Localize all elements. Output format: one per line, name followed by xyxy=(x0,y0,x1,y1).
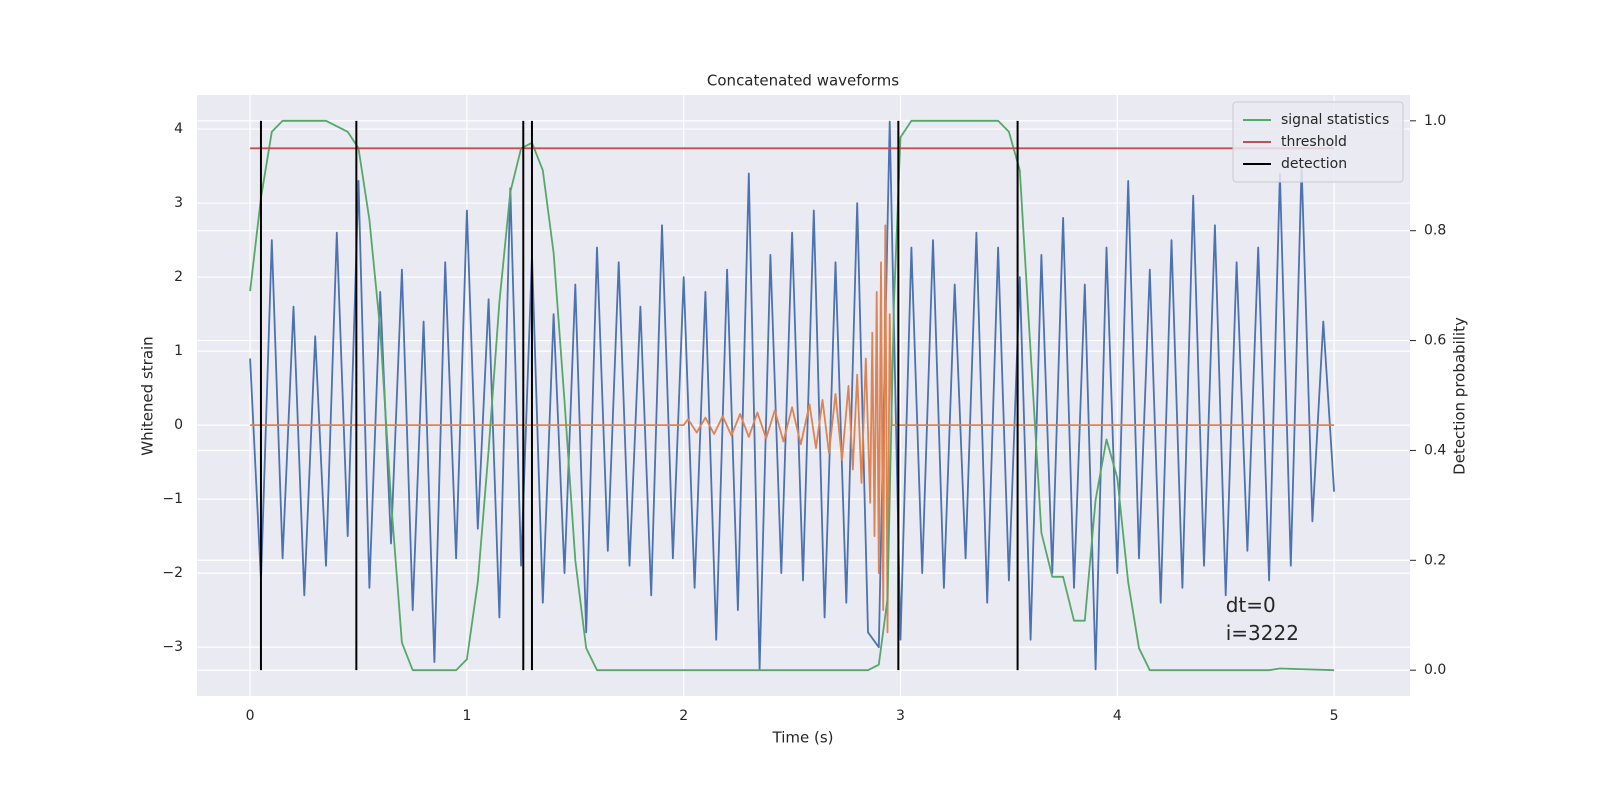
series-line xyxy=(249,120,1335,671)
x-axis-label: Time (s) xyxy=(772,729,834,747)
y2-tick-label: 0.0 xyxy=(1424,662,1446,678)
chart-title: Concatenated waveforms xyxy=(707,72,899,90)
y-tick-label: 0 xyxy=(174,417,183,433)
y-axis-label: Whitened strain xyxy=(139,336,157,455)
y-tick-label: −2 xyxy=(162,565,183,581)
legend-label: detection xyxy=(1281,156,1347,172)
y2-tick-label: 0.6 xyxy=(1424,333,1446,349)
y-tick-label: 4 xyxy=(174,121,183,137)
x-tick-label: 1 xyxy=(462,708,471,724)
y2-tick-label: 0.4 xyxy=(1424,442,1446,458)
y-tick-label: 2 xyxy=(174,269,183,285)
x-tick-label: 2 xyxy=(679,708,688,724)
y2-axis-label: Detection probability xyxy=(1451,317,1469,475)
y2-tick-label: 0.2 xyxy=(1424,552,1446,568)
legend-label: threshold xyxy=(1281,134,1347,150)
x-tick-label: 3 xyxy=(896,708,905,724)
y2-tick-label: 0.8 xyxy=(1424,223,1446,239)
annotation: i=3222 xyxy=(1226,621,1299,645)
legend-label: signal statistics xyxy=(1281,112,1389,128)
y-tick-label: −3 xyxy=(162,639,183,655)
x-tick-label: 4 xyxy=(1113,708,1122,724)
x-tick-label: 0 xyxy=(246,708,255,724)
y2-tick-label: 1.0 xyxy=(1424,113,1446,129)
series-line xyxy=(250,224,1335,634)
y-tick-label: −1 xyxy=(162,491,183,507)
x-tick-label: 5 xyxy=(1330,708,1339,724)
series-line xyxy=(249,119,1335,672)
y-tick-label: 1 xyxy=(174,343,183,359)
legend-box xyxy=(1232,101,1404,183)
annotation: dt=0 xyxy=(1226,593,1276,617)
y-tick-label: 3 xyxy=(174,195,183,211)
